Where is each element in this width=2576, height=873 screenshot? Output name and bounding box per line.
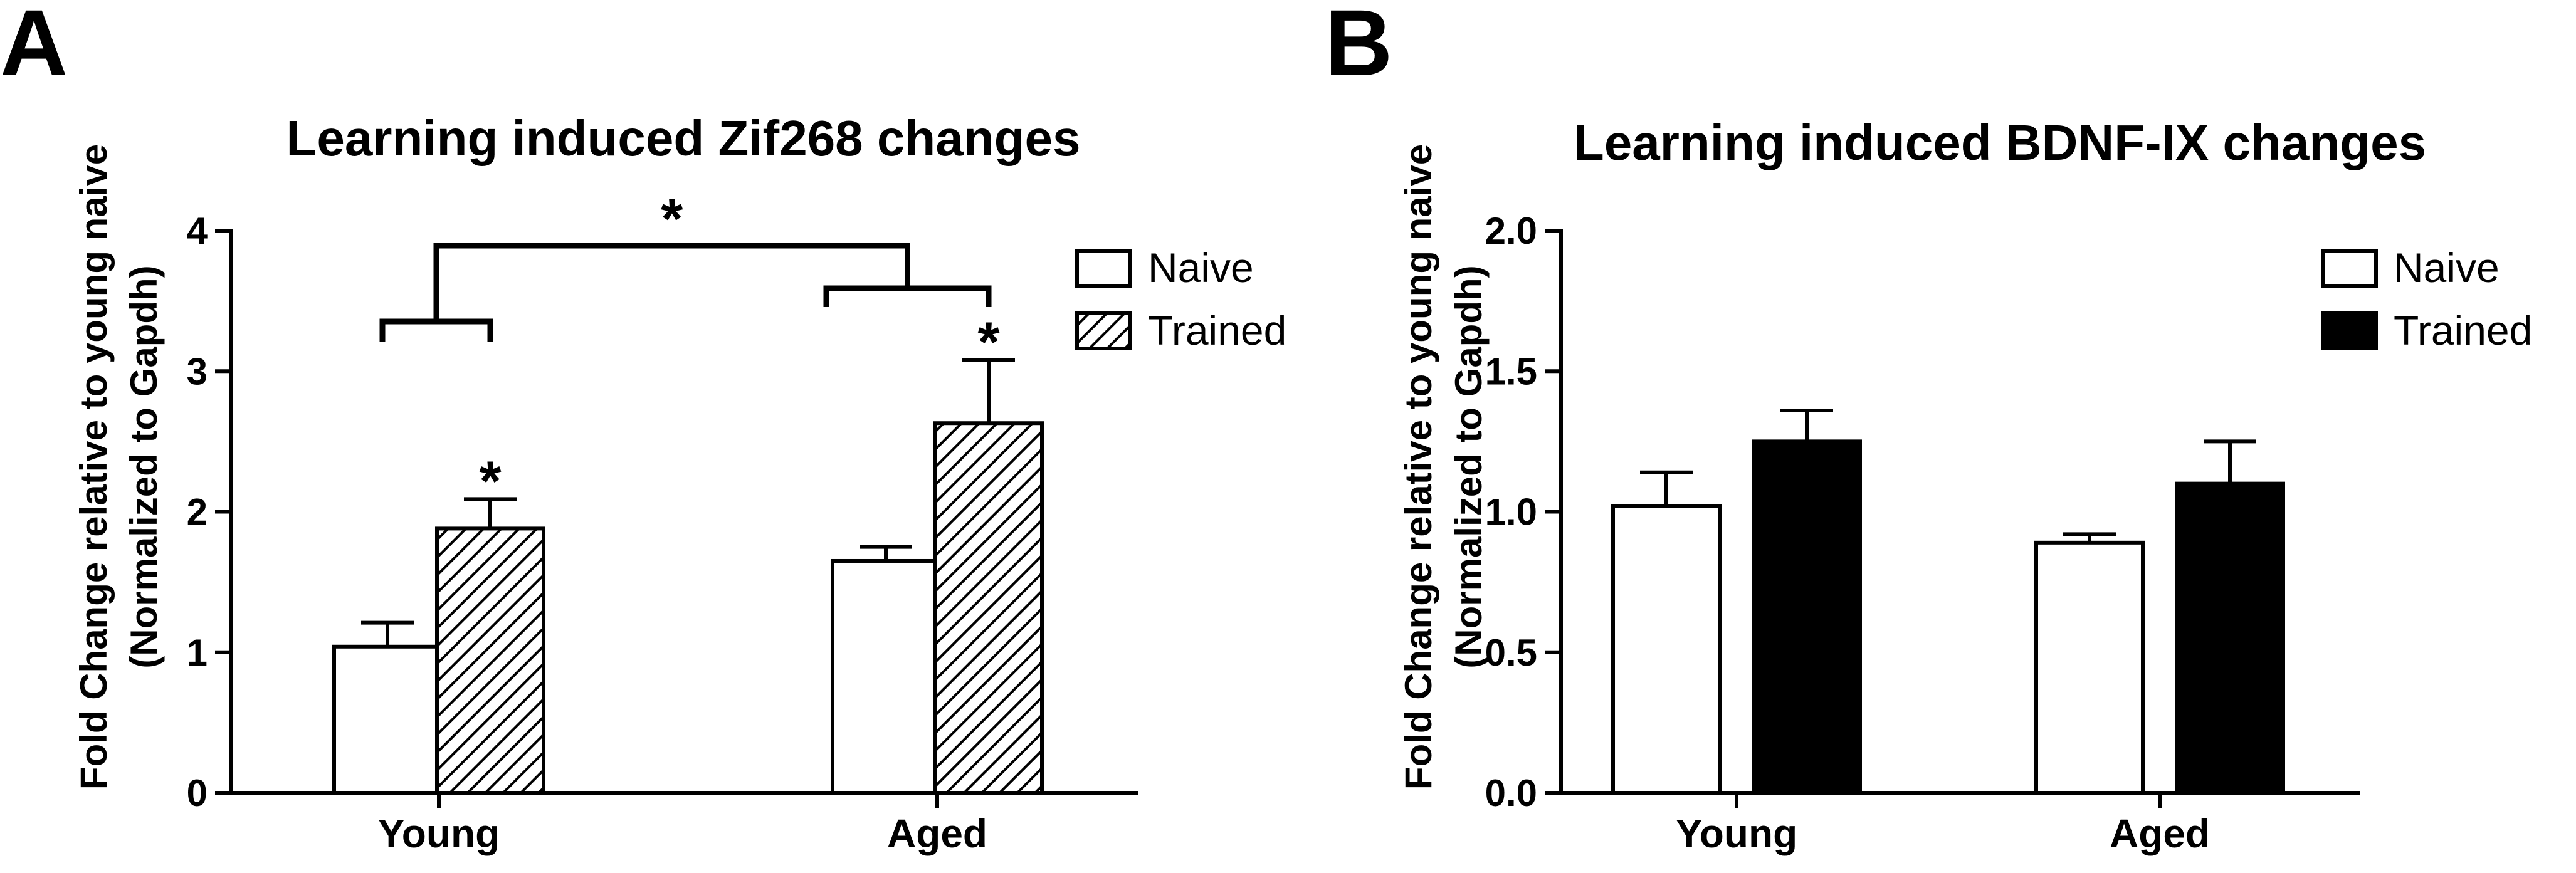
bar-b-naive-young [1611,504,1722,795]
bar-a-trained-aged [933,421,1044,795]
y-tick-label-a: 3 [187,350,208,392]
legend-swatch-b-trained [2321,311,2378,350]
panel-b: B Learning induced BDNF-IX changes Fold … [1325,0,2532,856]
bar-b-trained-young [1752,439,1862,795]
legend-swatch-a-naive [1075,249,1132,288]
y-tick-label-b: 0.0 [1485,772,1537,814]
legend-label-a-naive: Naive [1148,244,1254,291]
chart-title-b: Learning induced BDNF-IX changes [1574,115,2426,170]
x-category-label-a: Young [378,811,500,856]
y-tick-label-b: 1.0 [1485,491,1537,533]
y-axis-label-a-line2: (Normalized to Gapdh) [123,265,165,668]
x-category-label-b: Aged [2110,811,2210,856]
y-axis-label-a-line1: Fold Change relative to young naive [73,144,115,790]
y-tick-label-a: 4 [187,210,208,252]
y-tick-label-b: 0.5 [1485,632,1537,674]
y-axis-label-b-line2: (Normalized to Gapdh) [1448,265,1490,668]
y-tick-label-a: 0 [187,772,208,814]
bracket-young [379,318,493,342]
legend-swatch-a-trained [1075,311,1132,350]
chart-title-a: Learning induced Zif268 changes [287,110,1081,166]
significance-star-comparison: * [661,188,683,251]
legend-label-a-trained: Trained [1148,307,1286,353]
y-tick-label-b: 2.0 [1485,210,1537,252]
y-tick-label-a: 2 [187,491,208,533]
x-category-label-a: Aged [887,811,987,856]
bar-a-naive-young [332,644,443,795]
legend-swatch-b-naive [2321,249,2378,288]
panel-a: A Learning induced Zif268 changes Fold C… [0,0,1286,856]
panel-letter-a: A [0,0,68,95]
plot-area-a: 0 1 2 3 4 Young Aged * * * Naive Trained [187,188,1287,856]
bar-b-naive-aged [2034,540,2145,795]
y-tick-label-b: 1.5 [1485,350,1537,392]
plot-area-b: 0.0 0.5 1.0 1.5 2.0 Young Aged Naive Trained [1485,210,2533,856]
y-axis-label-b-line1: Fold Change relative to young naive [1397,144,1439,790]
x-category-label-b: Young [1676,811,1797,856]
y-tick-label-a: 1 [187,632,208,674]
bracket-aged [823,285,992,307]
legend-label-b-trained: Trained [2394,307,2532,353]
significance-star-a: * [977,311,999,374]
bar-b-trained-aged [2175,481,2285,795]
panel-letter-b: B [1325,0,1392,95]
bar-a-trained-young [435,526,545,795]
legend-label-b-naive: Naive [2394,244,2500,291]
significance-star-a: * [479,450,501,513]
bar-a-naive-aged [831,558,941,795]
bracket-comparison [433,243,910,321]
